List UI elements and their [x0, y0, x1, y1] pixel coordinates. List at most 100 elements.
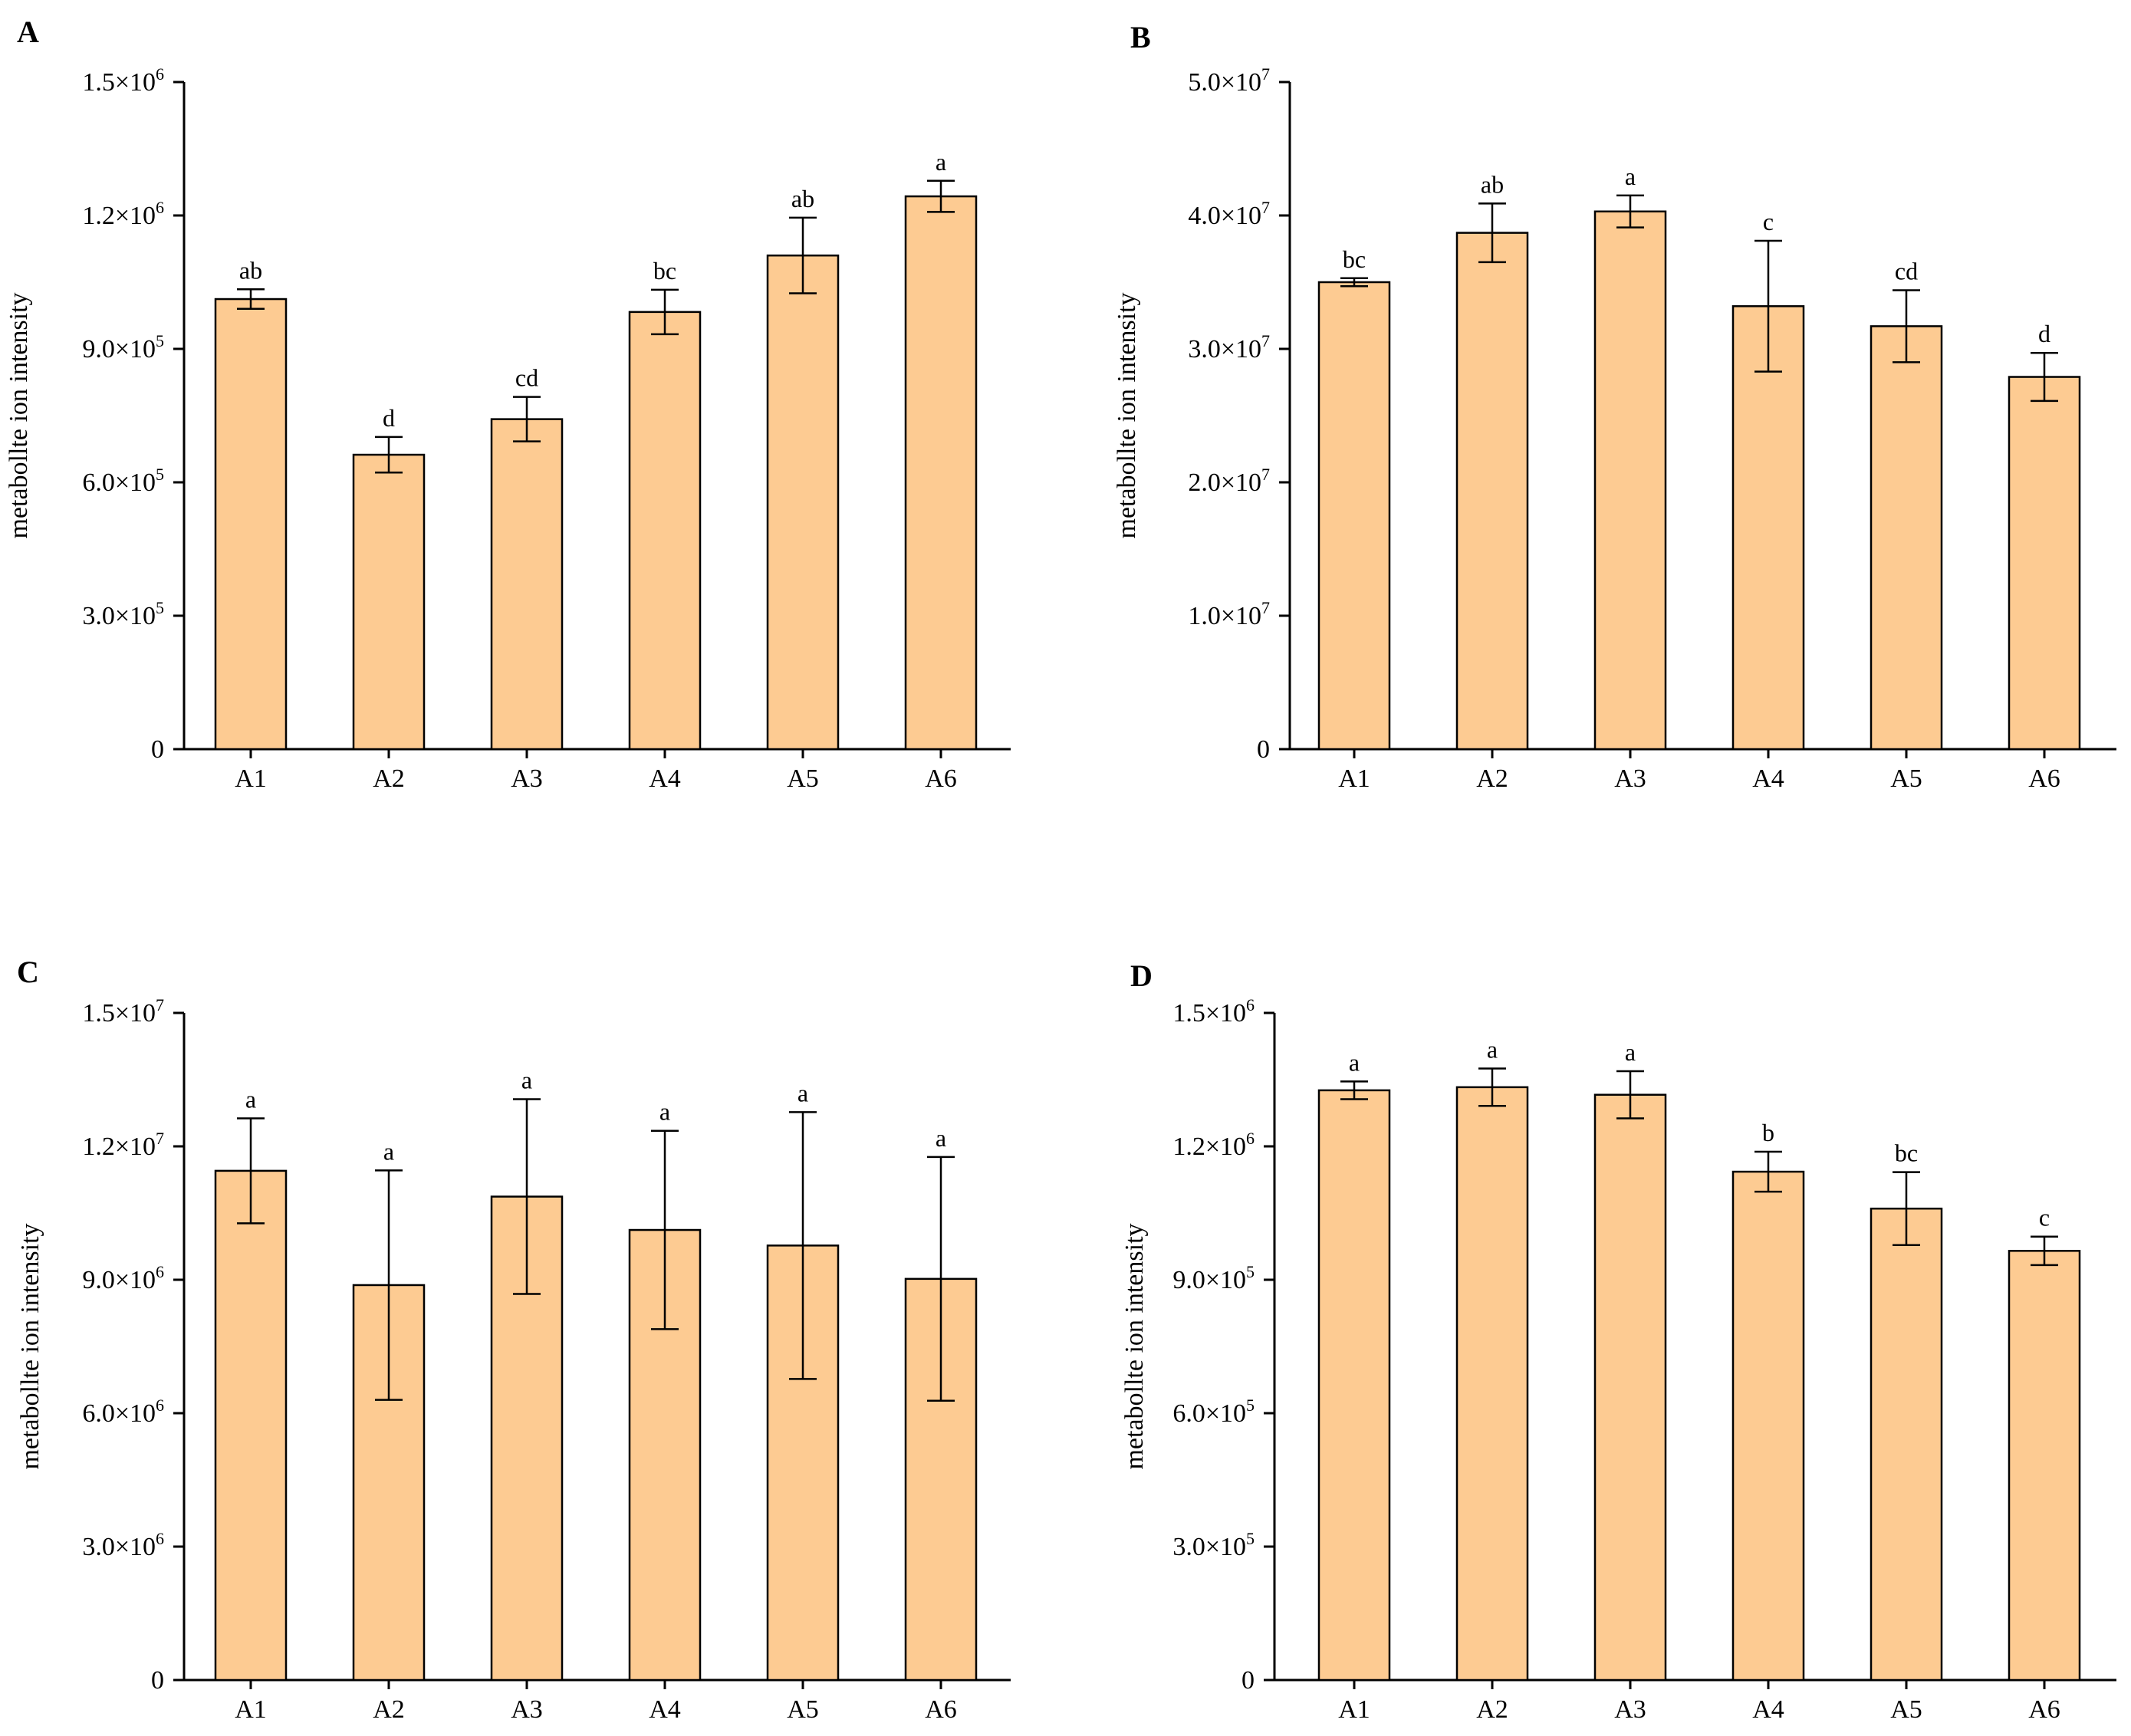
x-tick-label: A3	[1614, 764, 1646, 793]
x-tick-label: A6	[2028, 1695, 2060, 1724]
y-tick-label: 6.0×105	[1172, 1396, 1255, 1428]
panel-c: C 0 3.0×106 6.0×106 9.0×106 1.2×107 1.5×107 met…	[16, 955, 1011, 1724]
bar	[1593, 1093, 1667, 1682]
y-tick-label: 0	[1241, 1666, 1255, 1695]
significance-label: b	[1762, 1119, 1774, 1146]
bar	[766, 254, 840, 751]
y-tick-label: 1.5×107	[82, 995, 164, 1027]
y-tick-label: 3.0×107	[1188, 331, 1270, 363]
significance-label: a	[1349, 1048, 1360, 1076]
significance-label: a	[936, 1124, 946, 1152]
significance-label: a	[521, 1067, 532, 1094]
x-tick-label: A6	[925, 1695, 957, 1724]
bar	[1455, 232, 1529, 751]
y-tick-label: 9.0×106	[82, 1262, 164, 1294]
x-tick-label: A3	[511, 1695, 543, 1724]
x-tick-label: A4	[1752, 1695, 1784, 1724]
panel-label: C	[17, 955, 39, 989]
bar	[1317, 281, 1391, 751]
y-tick-label: 2.0×107	[1188, 465, 1270, 497]
x-tick-label: A1	[1338, 1695, 1370, 1724]
bar	[1317, 1089, 1391, 1682]
x-tick-label: A2	[373, 1695, 405, 1724]
y-tick-label: 0	[151, 735, 164, 764]
bar	[904, 195, 978, 751]
x-tick-label: A4	[649, 764, 681, 793]
x-tick-label: A4	[1752, 764, 1784, 793]
x-tick-label: A4	[649, 1695, 681, 1724]
y-tick-label: 1.0×107	[1188, 598, 1270, 630]
y-tick-label: 6.0×105	[82, 465, 164, 497]
significance-label: bc	[1895, 1139, 1918, 1167]
y-tick-label: 3.0×106	[82, 1529, 164, 1561]
y-tick-label: 9.0×105	[1172, 1262, 1255, 1294]
x-tick-label: A5	[787, 1695, 819, 1724]
bar	[1593, 210, 1667, 751]
significance-label: a	[1487, 1036, 1498, 1064]
x-tick-label: A2	[373, 764, 405, 793]
significance-label: cd	[515, 364, 538, 392]
y-tick-label: 0	[151, 1666, 164, 1695]
bar	[1731, 305, 1805, 751]
y-tick-label: 1.2×107	[82, 1129, 164, 1161]
bar	[1870, 1207, 1943, 1682]
panel-a: A 0 3.0×105 6.0×105 9.0×105 1.2×106 1.5×106 met…	[5, 15, 1011, 793]
x-tick-label: A5	[1890, 764, 1922, 793]
x-tick-label: A2	[1476, 1695, 1508, 1724]
significance-label: a	[659, 1098, 670, 1126]
y-axis-label: metabollte ion intensity	[1113, 292, 1141, 538]
bar	[214, 1169, 288, 1682]
bar	[2008, 1250, 2081, 1682]
y-tick-label: 1.5×106	[82, 64, 164, 97]
panel-label: A	[17, 15, 39, 49]
panel-d: D 0 3.0×105 6.0×105 9.0×105 1.2×106 1.5×106 met…	[1120, 958, 2116, 1724]
x-tick-label: A1	[1338, 764, 1370, 793]
y-tick-label: 1.2×106	[82, 198, 164, 230]
bar	[628, 311, 702, 751]
x-tick-label: A6	[925, 764, 957, 793]
x-tick-label: A1	[235, 764, 267, 793]
panel-label: D	[1130, 958, 1153, 993]
y-tick-label: 3.0×105	[1172, 1529, 1255, 1561]
significance-label: ab	[791, 185, 814, 212]
bar	[2008, 376, 2081, 751]
bar	[214, 298, 288, 751]
x-tick-label: A3	[1614, 1695, 1646, 1724]
significance-label: a	[1625, 163, 1636, 190]
significance-label: c	[1763, 208, 1774, 235]
bar	[1455, 1086, 1529, 1682]
x-tick-label: A3	[511, 764, 543, 793]
y-tick-label: 9.0×105	[82, 331, 164, 363]
y-tick-label: 6.0×106	[82, 1396, 164, 1428]
significance-label: a	[797, 1079, 808, 1106]
bar	[490, 418, 564, 751]
bar	[1731, 1170, 1805, 1682]
significance-label: a	[383, 1137, 394, 1165]
x-tick-label: A2	[1476, 764, 1508, 793]
x-tick-label: A5	[1890, 1695, 1922, 1724]
x-tick-label: A5	[787, 764, 819, 793]
panel-b: B 0 1.0×107 2.0×107 3.0×107 4.0×107 5.0×107 met…	[1113, 20, 2116, 793]
significance-label: cd	[1895, 257, 1918, 284]
bar	[1870, 325, 1943, 751]
bar	[490, 1195, 564, 1682]
y-axis-label: metabollte ion intensity	[1120, 1223, 1149, 1469]
significance-label: ab	[239, 256, 262, 284]
significance-label: bc	[653, 257, 676, 284]
significance-label: ab	[1481, 170, 1504, 198]
significance-label: bc	[1343, 245, 1366, 273]
significance-label: c	[2039, 1204, 2050, 1231]
significance-label: a	[1625, 1038, 1636, 1066]
y-tick-label: 1.2×106	[1172, 1129, 1255, 1161]
significance-label: a	[936, 148, 946, 176]
significance-label: d	[2038, 320, 2050, 347]
y-tick-label: 3.0×105	[82, 598, 164, 630]
significance-label: d	[383, 404, 395, 432]
panel-label: B	[1130, 20, 1151, 54]
bar	[352, 453, 426, 751]
y-axis-label: metabollte ion intensity	[16, 1223, 44, 1469]
x-tick-label: A6	[2028, 764, 2060, 793]
x-tick-label: A1	[235, 1695, 267, 1724]
y-tick-label: 0	[1257, 735, 1270, 764]
